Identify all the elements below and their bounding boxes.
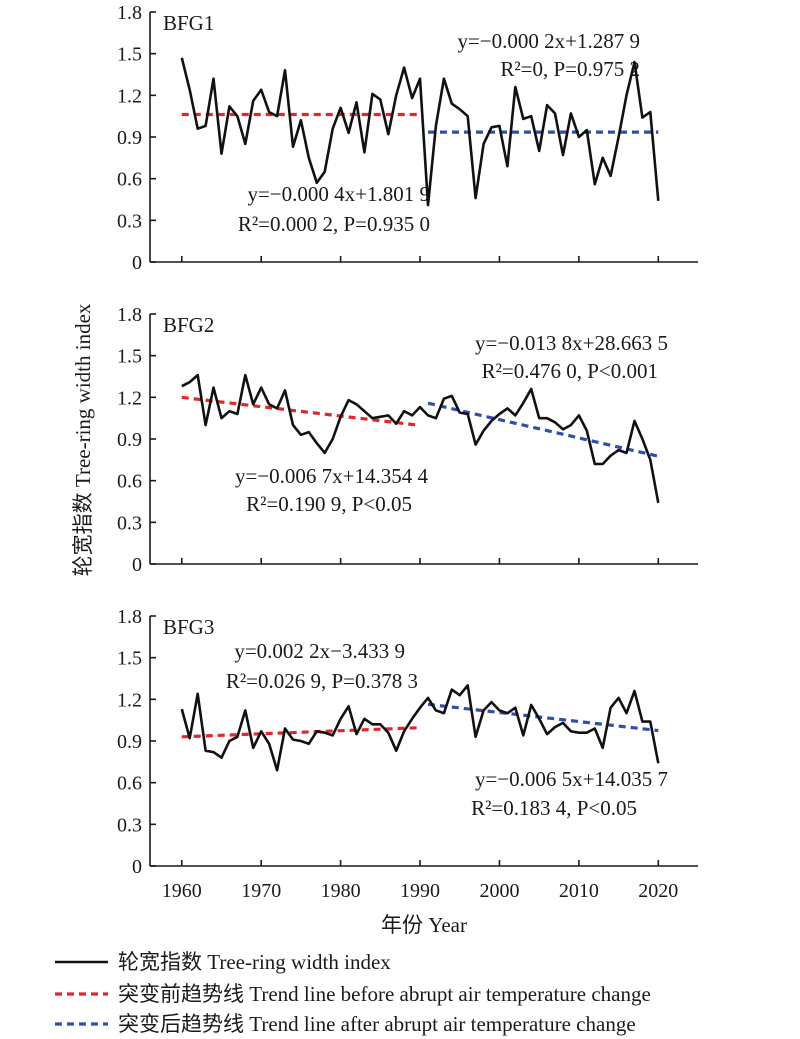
panel-bfg2: BFG2 y=−0.013 8x+28.663 5 R²=0.476 0, P<… (117, 304, 698, 576)
x-tick-label: 1990 (400, 880, 440, 902)
stats-bfg3-before: R²=0.026 9, P=0.378 3 (226, 669, 418, 693)
equation-bfg2-after: y=−0.013 8x+28.663 5 (475, 331, 668, 355)
plot-area-bfg3 (150, 616, 698, 866)
y-tick-label-bfg2: 1.8 (117, 304, 142, 326)
y-tick-label-bfg3: 1.8 (117, 606, 142, 628)
series-line-bfg3 (180, 684, 660, 772)
panel-label-bfg3: BFG3 (163, 615, 214, 639)
x-tick-label: 2010 (559, 880, 599, 902)
stats-bfg1-before: R²=0.000 2, P=0.935 0 (238, 212, 430, 236)
y-tick-label-bfg2: 1.5 (117, 346, 142, 368)
y-tick-label-bfg1: 0 (132, 252, 142, 274)
x-tick-label: 2000 (479, 880, 519, 902)
y-tick-label-bfg3: 0.3 (117, 814, 142, 836)
legend-item-trend-after: 突变后趋势线 Trend line after abrupt air tempe… (55, 1012, 636, 1036)
x-tick-label: 1980 (321, 880, 361, 902)
trend-line-before-bfg2 (181, 395, 421, 427)
y-tick-label-bfg3: 1.5 (117, 648, 142, 670)
annotation-bfg2-after: y=−0.013 8x+28.663 5 R²=0.476 0, P<0.001 (475, 331, 668, 383)
equation-bfg3-before: y=0.002 2x−3.433 9 (234, 639, 405, 663)
legend-label-trend-after: 突变后趋势线 Trend line after abrupt air tempe… (118, 1012, 636, 1036)
equation-bfg1-after: y=−0.000 2x+1.287 9 (457, 29, 640, 53)
y-tick-label-bfg3: 0 (132, 856, 142, 878)
stats-bfg3-after: R²=0.183 4, P<0.05 (471, 796, 637, 820)
series-line-bfg2 (181, 373, 660, 504)
legend-label-series: 轮宽指数 Tree-ring width index (118, 950, 391, 974)
equation-bfg3-after: y=−0.006 5x+14.035 7 (475, 767, 668, 791)
stats-bfg2-after: R²=0.476 0, P<0.001 (482, 359, 658, 383)
panel-label-bfg1: BFG1 (163, 11, 214, 35)
y-tick-label-bfg3: 0.6 (117, 773, 142, 795)
panel-label-bfg2: BFG2 (163, 313, 214, 337)
stats-bfg1-after: R²=0, P=0.975 2 (500, 57, 640, 81)
y-axis-title: 轮宽指数 Tree-ring width index (71, 303, 95, 576)
trend-line-before-bfg3 (181, 726, 421, 739)
y-tick-label-bfg1: 1.2 (117, 85, 142, 107)
x-axis-title: 年份 Year (381, 913, 467, 937)
annotation-bfg2-before: y=−0.006 7x+14.354 4 R²=0.190 9, P<0.05 (235, 464, 429, 516)
y-tick-label-bfg2: 0.9 (117, 429, 142, 451)
y-tick-label-bfg2: 0.6 (117, 471, 142, 493)
x-tick-label: 1960 (162, 880, 202, 902)
legend-label-trend-before: 突变前趋势线 Trend line before abrupt air temp… (118, 982, 651, 1006)
y-tick-label-bfg2: 0 (132, 554, 142, 576)
series-line-bfg1 (180, 57, 660, 207)
legend: 轮宽指数 Tree-ring width index 突变前趋势线 Trend … (55, 950, 651, 1036)
y-tick-label-bfg2: 0.3 (117, 512, 142, 534)
y-tick-label-bfg1: 0.9 (117, 127, 142, 149)
trend-line-after-bfg2 (427, 401, 659, 458)
y-tick-label-bfg3: 0.9 (117, 731, 142, 753)
y-tick-label-bfg1: 1.8 (117, 2, 142, 24)
annotation-bfg1-before: y=−0.000 4x+1.801 9 R²=0.000 2, P=0.935 … (238, 182, 430, 236)
annotation-bfg3-after: y=−0.006 5x+14.035 7 R²=0.183 4, P<0.05 (471, 767, 668, 820)
y-tick-label-bfg1: 0.3 (117, 210, 142, 232)
x-tick-label: 1970 (241, 880, 281, 902)
stats-bfg2-before: R²=0.190 9, P<0.05 (246, 492, 412, 516)
y-tick-label-bfg1: 0.6 (117, 169, 142, 191)
annotation-bfg3-before: y=0.002 2x−3.433 9 R²=0.026 9, P=0.378 3 (226, 639, 418, 693)
y-tick-label-bfg1: 1.5 (117, 44, 142, 66)
panel-bfg3: BFG3 y=0.002 2x−3.433 9 R²=0.026 9, P=0.… (117, 606, 698, 902)
y-tick-label-bfg3: 1.2 (117, 689, 142, 711)
annotation-bfg1-after: y=−0.000 2x+1.287 9 R²=0, P=0.975 2 (457, 29, 640, 81)
equation-bfg1-before: y=−0.000 4x+1.801 9 (247, 182, 430, 206)
x-tick-label: 2020 (638, 880, 678, 902)
y-tick-label-bfg2: 1.2 (117, 387, 142, 409)
legend-item-series: 轮宽指数 Tree-ring width index (55, 950, 391, 974)
equation-bfg2-before: y=−0.006 7x+14.354 4 (235, 464, 429, 488)
legend-item-trend-before: 突变前趋势线 Trend line before abrupt air temp… (55, 982, 651, 1006)
trend-line-after-bfg3 (427, 702, 659, 733)
panel-bfg1: BFG1 y=−0.000 2x+1.287 9 R²=0, P=0.975 2… (117, 2, 698, 274)
